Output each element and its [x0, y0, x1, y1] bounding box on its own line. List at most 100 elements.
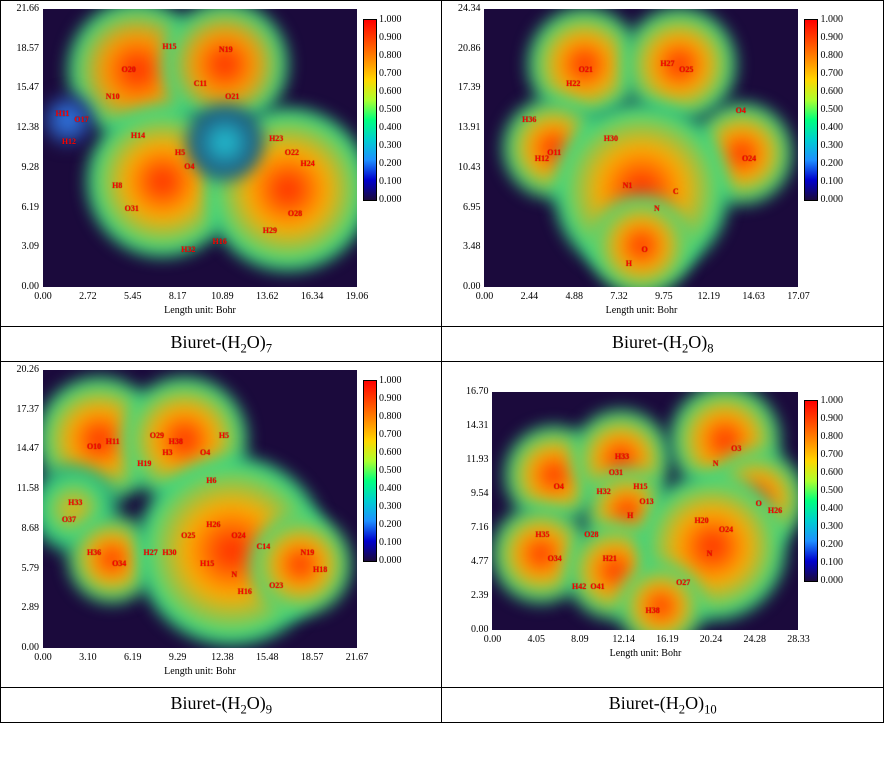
atom-label: O27 — [676, 578, 690, 587]
atom-label: C14 — [257, 542, 271, 551]
figure-grid: H15N19O20C11O21O17H11H12H14H5O4H23O22H24… — [0, 0, 884, 723]
colorbar-tick-label: 0.300 — [379, 140, 402, 151]
colorbar-tick-label: 0.400 — [820, 122, 843, 133]
colorbar-tick-label: 0.300 — [820, 521, 843, 532]
colorbar-tick-label: 0.300 — [820, 140, 843, 151]
x-tick-label: 28.33 — [787, 634, 810, 645]
atom-label: O34 — [112, 559, 126, 568]
y-tick-label: 11.58 — [9, 483, 39, 494]
colorbar-tick-label: 0.100 — [820, 176, 843, 187]
atom-label: H38 — [169, 437, 183, 446]
atom-label: H11 — [106, 437, 120, 446]
density-blob — [591, 195, 691, 287]
y-tick-label: 18.57 — [9, 43, 39, 54]
colorbar-tick-label: 0.300 — [379, 501, 402, 512]
x-tick-label: 6.19 — [124, 652, 142, 663]
atom-label: N19 — [300, 548, 314, 557]
atom-label: H15 — [162, 42, 176, 51]
atom-label: O24 — [742, 154, 756, 163]
x-tick-label: 9.29 — [169, 652, 187, 663]
atom-label: H16 — [238, 587, 252, 596]
atom-label: H20 — [694, 516, 708, 525]
colorbar-tick-label: 0.400 — [379, 122, 402, 133]
atom-label: H21 — [603, 554, 617, 563]
colorbar-tick-label: 0.600 — [379, 86, 402, 97]
colorbar-tick-label: 0.700 — [379, 68, 402, 79]
x-tick-label: 24.28 — [744, 634, 767, 645]
atom-label: N1 — [623, 181, 633, 190]
x-tick-label: 0.00 — [34, 652, 52, 663]
x-tick-label: 5.45 — [124, 291, 142, 302]
atom-label: H19 — [137, 459, 151, 468]
x-axis-label: Length unit: Bohr — [610, 648, 682, 659]
colorbar-tick-label: 0.900 — [820, 32, 843, 43]
atom-label: H — [626, 259, 632, 268]
atom-label: H42 — [572, 582, 586, 591]
atom-label: H16 — [213, 237, 227, 246]
atom-label: H30 — [162, 548, 176, 557]
caption-1: Biuret-(H2O)8 — [442, 327, 884, 362]
colorbar-tick-label: 0.500 — [820, 485, 843, 496]
x-axis-label: Length unit: Bohr — [164, 305, 236, 316]
colorbar-tick-label: 1.000 — [379, 14, 402, 25]
colorbar — [804, 19, 818, 201]
caption-0: Biuret-(H2O)7 — [1, 327, 442, 362]
atom-label: H36 — [522, 115, 536, 124]
atom-label: O21 — [225, 92, 239, 101]
y-tick-label: 9.54 — [458, 488, 488, 499]
y-tick-label: 20.26 — [9, 364, 39, 375]
x-tick-label: 17.07 — [787, 291, 810, 302]
colorbar-tick-label: 0.200 — [820, 539, 843, 550]
atom-label: H6 — [206, 476, 216, 485]
density-blob — [187, 105, 262, 180]
atom-label: O13 — [639, 497, 653, 506]
atom-label: N — [654, 204, 660, 213]
atom-label: O24 — [231, 531, 245, 540]
y-tick-label: 9.28 — [9, 162, 39, 173]
y-tick-label: 6.19 — [9, 202, 39, 213]
atom-label: O20 — [122, 65, 136, 74]
atom-label: H8 — [112, 181, 122, 190]
atom-label: N — [707, 549, 713, 558]
y-tick-label: 5.79 — [9, 563, 39, 574]
x-tick-label: 18.57 — [301, 652, 324, 663]
colorbar-tick-label: 0.800 — [820, 50, 843, 61]
atom-label: O28 — [288, 209, 302, 218]
plot-panel-3: H33O31H32O4H15O13HO3NOH26H35O28O34H21H20… — [442, 362, 883, 687]
y-tick-label: 14.31 — [458, 420, 488, 431]
y-tick-label: 7.16 — [458, 522, 488, 533]
atom-label: H26 — [206, 520, 220, 529]
atom-label: C — [673, 187, 679, 196]
atom-label: N — [231, 570, 237, 579]
atom-label: H11 — [56, 109, 70, 118]
atom-label: O3 — [731, 444, 741, 453]
y-tick-label: 21.66 — [9, 3, 39, 14]
plot-panel-0: H15N19O20C11O21O17H11H12H14H5O4H23O22H24… — [1, 1, 441, 326]
atom-label: O24 — [719, 525, 733, 534]
colorbar-tick-label: 0.500 — [820, 104, 843, 115]
x-tick-label: 4.88 — [565, 291, 583, 302]
atom-label: H27 — [660, 59, 674, 68]
colorbar-tick-label: 0.500 — [379, 104, 402, 115]
y-tick-label: 2.39 — [458, 590, 488, 601]
atom-label: O29 — [150, 431, 164, 440]
y-tick-label: 24.34 — [450, 3, 480, 14]
plot-area: H15N19O20C11O21O17H11H12H14H5O4H23O22H24… — [43, 9, 357, 287]
y-tick-label: 8.68 — [9, 523, 39, 534]
atom-label: H33 — [615, 452, 629, 461]
colorbar-tick-label: 0.200 — [379, 158, 402, 169]
colorbar-tick-label: 0.600 — [820, 467, 843, 478]
atom-label: O4 — [184, 162, 194, 171]
x-tick-label: 8.17 — [169, 291, 187, 302]
x-tick-label: 10.89 — [211, 291, 234, 302]
y-tick-label: 17.37 — [9, 404, 39, 415]
x-axis-label: Length unit: Bohr — [606, 305, 678, 316]
atom-label: O — [756, 499, 762, 508]
atom-label: O34 — [548, 554, 562, 563]
colorbar-tick-label: 0.800 — [379, 50, 402, 61]
caption-3: Biuret-(H2O)10 — [442, 688, 884, 723]
x-tick-label: 0.00 — [484, 634, 502, 645]
atom-label: H32 — [181, 245, 195, 254]
atom-label: H36 — [87, 548, 101, 557]
x-tick-label: 16.19 — [656, 634, 679, 645]
